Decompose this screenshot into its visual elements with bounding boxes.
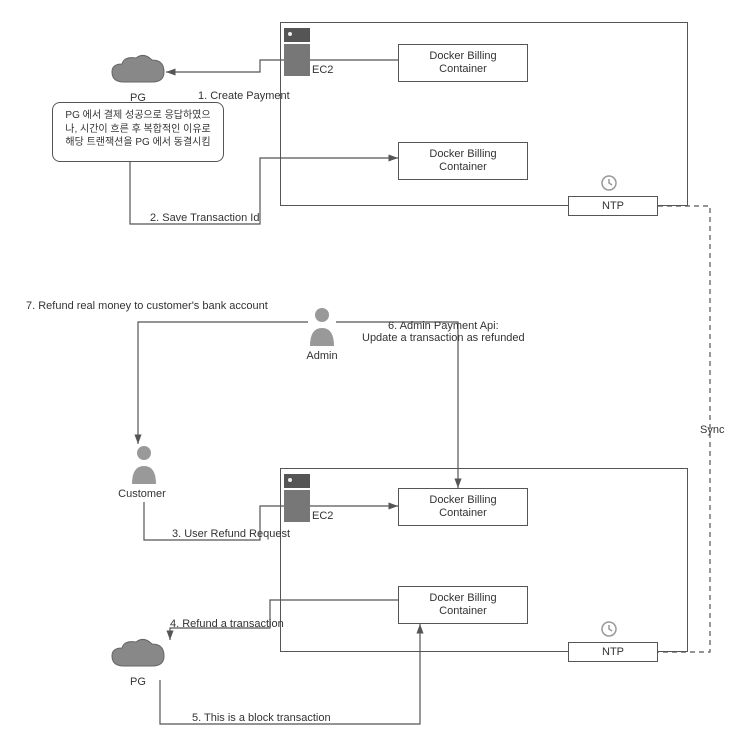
ec2-label: EC2 xyxy=(312,64,333,76)
actor-icon xyxy=(130,444,158,486)
cloud-icon: PG xyxy=(106,52,170,92)
edge-label: 4. Refund a transaction xyxy=(170,618,284,630)
actor-label: Admin xyxy=(292,350,352,362)
actor-icon xyxy=(308,306,336,348)
cloud-icon: PG xyxy=(106,636,170,676)
cloud-label: PG xyxy=(106,676,170,688)
docker-container: Docker Billing Container xyxy=(398,586,528,624)
clock-icon xyxy=(600,174,618,192)
ec2-icon xyxy=(284,28,310,76)
edge-label: 1. Create Payment xyxy=(198,90,290,102)
docker-container: Docker Billing Container xyxy=(398,142,528,180)
edge-label: 2. Save Transaction Id xyxy=(150,212,259,224)
edge-label: 7. Refund real money to customer's bank … xyxy=(26,300,268,312)
edge-label: Sync xyxy=(700,424,724,436)
ntp-box: NTP xyxy=(568,642,658,662)
edge-label: 6. Admin Payment Api: Update a transacti… xyxy=(362,320,525,344)
ec2-icon xyxy=(284,474,310,522)
ec2-label: EC2 xyxy=(312,510,333,522)
edge-label: 3. User Refund Request xyxy=(172,528,290,540)
docker-container: Docker Billing Container xyxy=(398,488,528,526)
diagram-root: EC2 EC2 Docker Billing Container Docker Bi… xyxy=(0,0,729,746)
pg-note: PG 에서 결제 성공으로 응답하였으나, 시간이 흐른 후 복합적인 이유로 … xyxy=(52,102,224,162)
edge-label: 5. This is a block transaction xyxy=(192,712,331,724)
docker-container: Docker Billing Container xyxy=(398,44,528,82)
ntp-box: NTP xyxy=(568,196,658,216)
actor-label: Customer xyxy=(112,488,172,500)
edge-line xyxy=(138,322,308,444)
edge-line xyxy=(336,322,458,488)
clock-icon xyxy=(600,620,618,638)
